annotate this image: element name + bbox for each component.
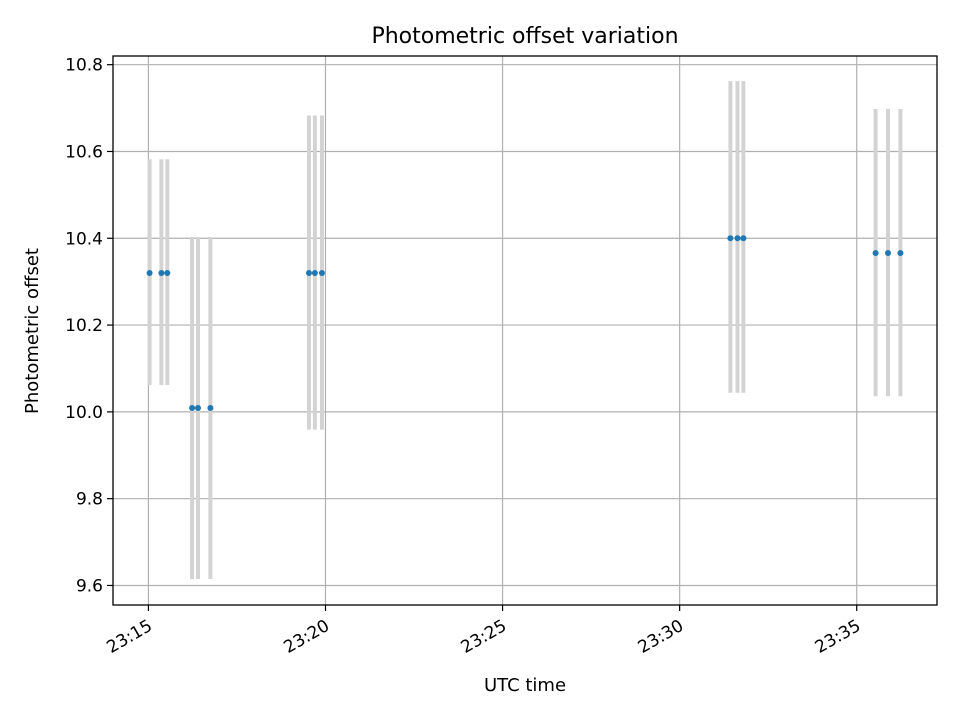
data-point bbox=[897, 250, 904, 257]
y-axis-ticks: 9.6 9.8 10.0 10.2 10.4 10.6 10.8 bbox=[65, 56, 113, 596]
y-tick-label: 9.8 bbox=[76, 490, 103, 510]
y-tick-label: 10.8 bbox=[65, 56, 103, 76]
grid bbox=[113, 56, 937, 605]
data-point bbox=[194, 404, 201, 411]
plot-frame bbox=[112, 55, 938, 606]
y-tick-label: 10.4 bbox=[65, 229, 103, 249]
data-point bbox=[189, 404, 196, 411]
data-point bbox=[158, 269, 165, 276]
data-points bbox=[146, 235, 904, 411]
y-axis-label: Photometric offset bbox=[22, 248, 43, 414]
y-tick-label: 10.6 bbox=[65, 142, 103, 162]
data-point bbox=[318, 269, 325, 276]
data-point bbox=[740, 235, 747, 242]
data-point bbox=[885, 250, 892, 257]
data-point bbox=[311, 269, 318, 276]
y-tick-label: 9.6 bbox=[76, 576, 103, 596]
y-tick-label: 10.0 bbox=[65, 403, 103, 423]
data-point bbox=[727, 235, 734, 242]
data-point bbox=[734, 235, 741, 242]
y-tick-label: 10.2 bbox=[65, 316, 103, 336]
data-point bbox=[164, 269, 171, 276]
data-point bbox=[305, 269, 312, 276]
x-axis-label: UTC time bbox=[484, 675, 566, 696]
data-point bbox=[146, 269, 153, 276]
data-point bbox=[872, 250, 879, 257]
data-point bbox=[207, 404, 214, 411]
chart-title: Photometric offset variation bbox=[371, 24, 678, 49]
